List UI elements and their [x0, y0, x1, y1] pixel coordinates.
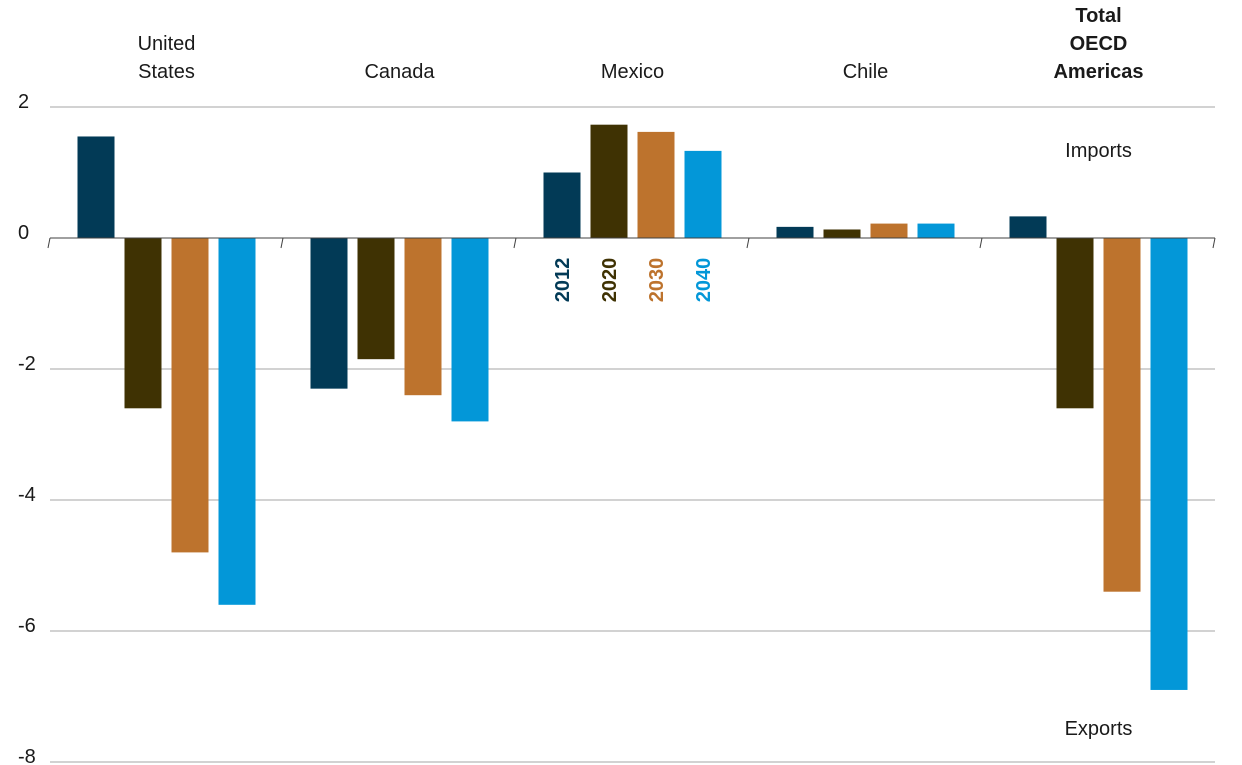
bar-2030: [1103, 238, 1141, 592]
bar-2012: [77, 136, 115, 238]
bar-2030: [404, 238, 442, 396]
category-separator-tick: [1212, 237, 1216, 249]
bar-2012: [1009, 216, 1047, 238]
legend-label-2030: 2030: [646, 258, 668, 303]
category-label-line: Chile: [843, 61, 889, 83]
category-label-line: Canada: [364, 61, 435, 83]
bar-2040: [1150, 238, 1188, 690]
annotation-exports: Exports: [1065, 718, 1133, 740]
category-label: Canada: [364, 61, 435, 83]
category-label-line: States: [138, 61, 195, 83]
category-separator-tick: [47, 237, 51, 249]
annotation-imports: Imports: [1065, 140, 1132, 162]
legend-label-2020: 2020: [599, 258, 621, 303]
zero-baseline: [47, 237, 1216, 249]
category-separator-tick: [979, 237, 983, 249]
category-separator-tick: [280, 237, 284, 249]
y-tick-label: -8: [18, 746, 36, 765]
category-label-line: United: [138, 33, 196, 55]
bar-2020: [1056, 238, 1094, 409]
y-tick-label: -6: [18, 615, 36, 637]
bar-2030: [171, 238, 209, 553]
y-tick-label: 2: [18, 91, 29, 113]
bar-2020: [357, 238, 395, 360]
bar-2040: [218, 238, 256, 605]
bar-2020: [823, 229, 861, 238]
bar-2012: [543, 172, 581, 238]
category-label-line: Total: [1075, 5, 1121, 27]
y-tick-label: 0: [18, 222, 29, 244]
bar-2020: [124, 238, 162, 409]
category-label-line: Mexico: [601, 61, 664, 83]
category-label: United States: [138, 33, 196, 83]
category-label: Mexico: [601, 61, 664, 83]
category-label: Chile: [843, 61, 889, 83]
y-tick-label: -4: [18, 484, 36, 506]
category-labels: United States Canada Mexico Chile Total OECD Am…: [138, 5, 1144, 83]
bar-2030: [870, 223, 908, 238]
bars: [77, 124, 1188, 690]
category-label: Total OECD Americas: [1053, 5, 1143, 83]
bar-2040: [917, 223, 955, 238]
y-axis: 2 0 -2 -4 -6 -8: [18, 91, 36, 765]
bar-2020: [590, 124, 628, 238]
legend-label-2012: 2012: [552, 258, 574, 303]
bar-2012: [310, 238, 348, 389]
bar-2040: [451, 238, 489, 422]
legend-label-2040: 2040: [693, 258, 715, 303]
category-label-line: OECD: [1070, 33, 1128, 55]
category-label-line: Americas: [1053, 61, 1143, 83]
bar-2040: [684, 150, 722, 238]
bar-2012: [776, 226, 814, 238]
bar-2030: [637, 131, 675, 238]
category-separator-tick: [513, 237, 517, 249]
legend: 2012 2020 2030 2040: [552, 258, 715, 303]
y-tick-label: -2: [18, 353, 36, 375]
category-separator-tick: [746, 237, 750, 249]
